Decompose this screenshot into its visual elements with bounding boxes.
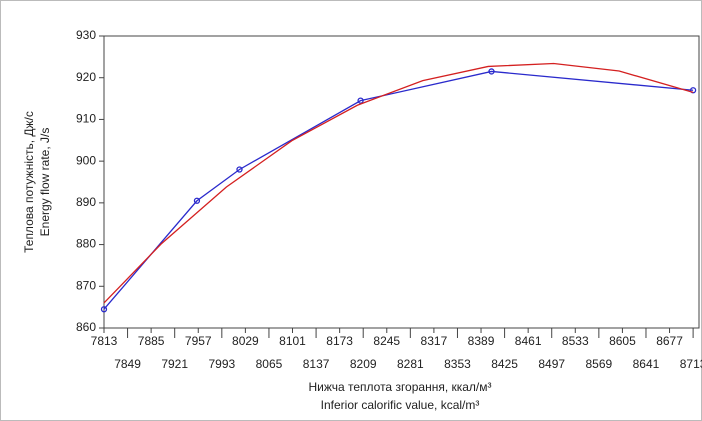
- x-axis-title: Нижча теплота згорання, ккал/м³: [308, 380, 491, 394]
- x-tick-label: 8533: [562, 334, 589, 348]
- y-tick-label: 930: [76, 28, 96, 42]
- x-tick-label: 8605: [609, 334, 636, 348]
- x-tick-label: 8065: [256, 357, 283, 371]
- y-axis-title: Energy flow rate, J/s: [38, 128, 52, 237]
- y-tick-label: 920: [76, 70, 96, 84]
- x-tick-label: 7849: [114, 357, 141, 371]
- x-tick-label: 8713: [680, 357, 702, 371]
- y-tick-label: 900: [76, 153, 96, 167]
- y-tick-label: 890: [76, 195, 96, 209]
- series-line: [103, 70, 694, 310]
- data-point: [100, 306, 108, 313]
- data-point: [193, 197, 201, 204]
- x-tick-label: 8317: [421, 334, 448, 348]
- x-tick-label: 8677: [656, 334, 683, 348]
- x-tick-label: 8353: [444, 357, 471, 371]
- x-tick-label: 7957: [185, 334, 212, 348]
- x-tick-label: 8461: [515, 334, 542, 348]
- x-tick-label: 8245: [373, 334, 400, 348]
- x-tick-label: 8029: [232, 334, 259, 348]
- x-tick-label: 8569: [585, 357, 612, 371]
- data-point: [488, 68, 495, 75]
- series-line: [103, 62, 694, 304]
- x-tick-label: 8137: [303, 357, 330, 371]
- x-tick-label: 8101: [279, 334, 306, 348]
- data-point: [236, 166, 243, 173]
- x-tick-label: 8641: [633, 357, 660, 371]
- x-tick-label: 7885: [138, 334, 165, 348]
- y-tick-label: 860: [76, 320, 96, 334]
- x-axis-title: Inferior calorific value, kcal/m³: [321, 398, 480, 412]
- x-tick-label: 8389: [468, 334, 495, 348]
- x-tick-label: 7993: [208, 357, 235, 371]
- x-tick-label: 8497: [538, 357, 565, 371]
- data-point: [689, 87, 697, 94]
- x-tick-label: 8173: [326, 334, 353, 348]
- x-tick-label: 7813: [91, 334, 118, 348]
- plot-area: [103, 35, 700, 329]
- data-point: [357, 97, 364, 104]
- y-axis-title: Теплова потужність, Дж/с: [22, 111, 36, 253]
- x-tick-label: 8281: [397, 357, 424, 371]
- y-tick-label: 910: [76, 112, 96, 126]
- x-tick-label: 8209: [350, 357, 377, 371]
- x-tick-label: 7921: [161, 357, 188, 371]
- x-tick-label: 8425: [491, 357, 518, 371]
- y-tick-label: 870: [76, 278, 96, 292]
- y-tick-label: 880: [76, 237, 96, 251]
